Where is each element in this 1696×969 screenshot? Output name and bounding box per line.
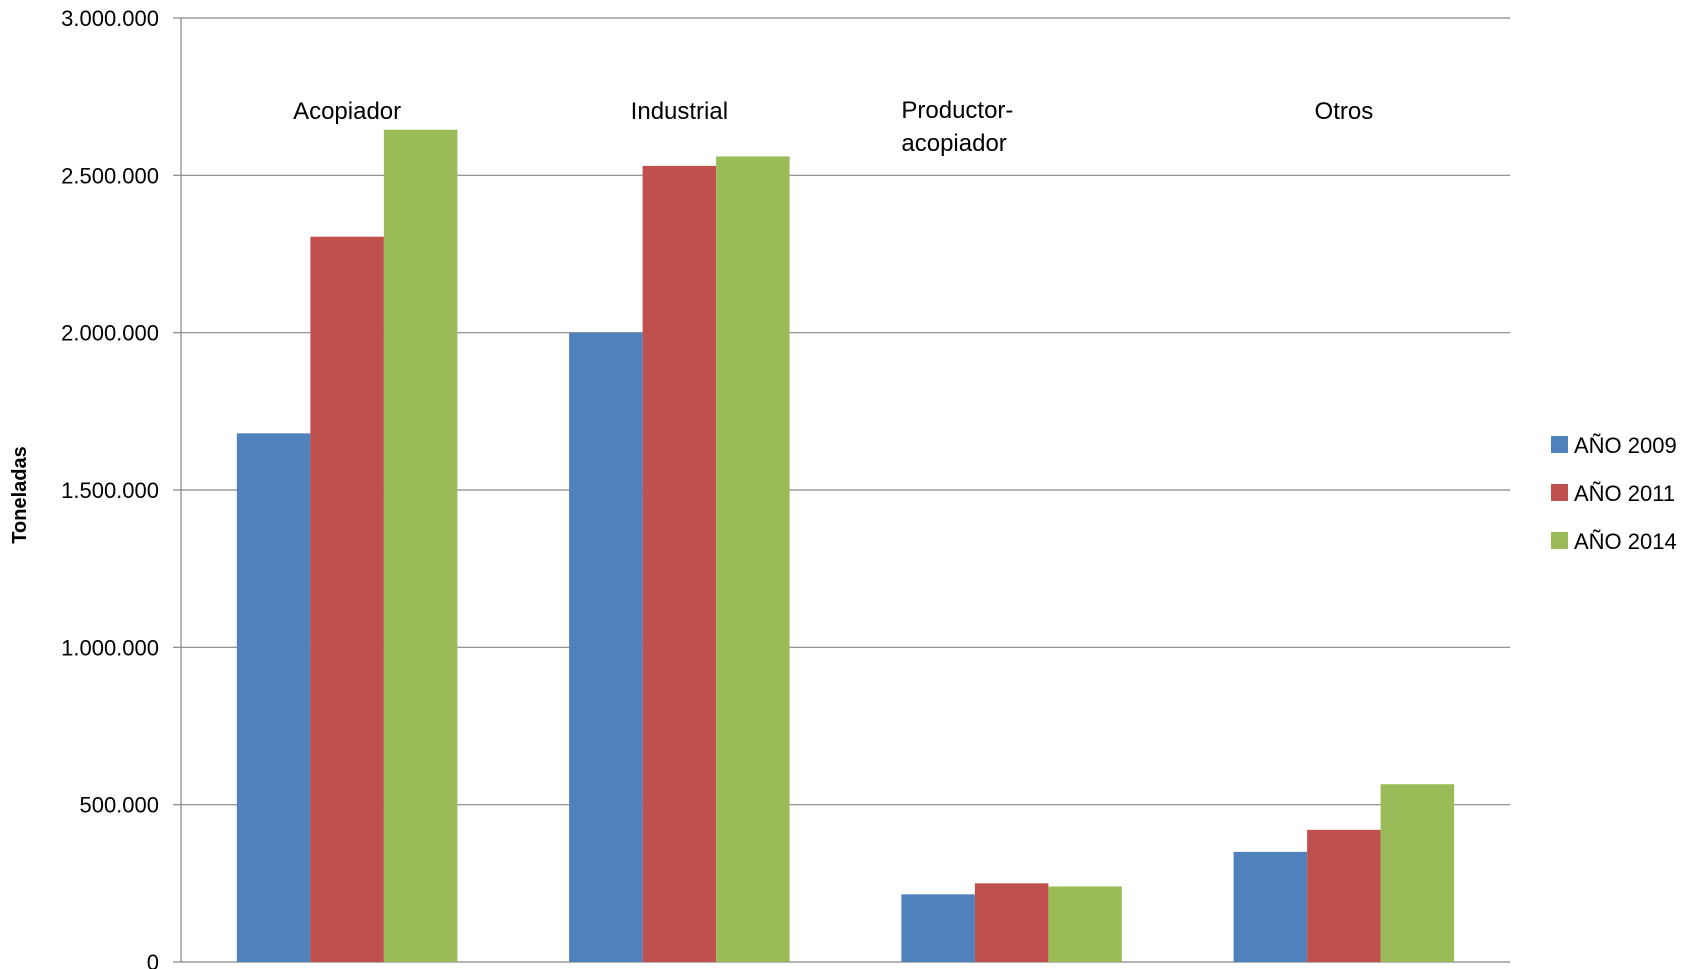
bar: [236, 433, 311, 962]
legend-swatch: [1551, 436, 1568, 453]
bar: [901, 894, 975, 962]
bars-layer: [236, 129, 1455, 963]
bar: [974, 883, 1049, 962]
y-tick-labels: 0 500.000 1.000.000 1.500.000 2.000.000 2.500…: [61, 6, 159, 969]
bar: [1307, 829, 1381, 962]
category-label: Productor-: [901, 97, 1013, 124]
bar: [716, 156, 790, 962]
bar: [310, 236, 384, 962]
y-tick-label: 2.000.000: [61, 321, 159, 346]
legend-label: AÑO 2014: [1574, 529, 1677, 554]
y-tick-label: 1.000.000: [61, 635, 159, 660]
category-label: acopiador: [901, 130, 1006, 157]
category-label: Otros: [1315, 98, 1374, 125]
bar: [569, 332, 643, 963]
category-label: Acopiador: [293, 98, 401, 125]
bar: [1048, 886, 1122, 962]
bar: [383, 129, 458, 962]
legend-swatch: [1551, 484, 1568, 501]
bar: [642, 165, 717, 963]
legend-swatch: [1551, 532, 1568, 549]
legend-label: AÑO 2011: [1574, 481, 1675, 506]
legend: AÑO 2009 AÑO 2011 AÑO 2014: [1551, 433, 1677, 554]
y-tick-label: 500.000: [79, 793, 159, 818]
y-axis-title: Toneladas: [9, 446, 31, 543]
y-tick-label: 1.500.000: [61, 478, 159, 503]
y-tick-label: 2.500.000: [61, 163, 159, 188]
legend-label: AÑO 2009: [1574, 433, 1677, 458]
y-tick-label: 3.000.000: [61, 6, 159, 31]
category-labels: Acopiador Industrial Productor-acopiador Ot…: [293, 97, 1373, 157]
bar: [1380, 784, 1455, 962]
category-label: Industrial: [631, 98, 728, 125]
y-tick-label: 0: [147, 950, 159, 969]
bar: [1233, 851, 1308, 962]
